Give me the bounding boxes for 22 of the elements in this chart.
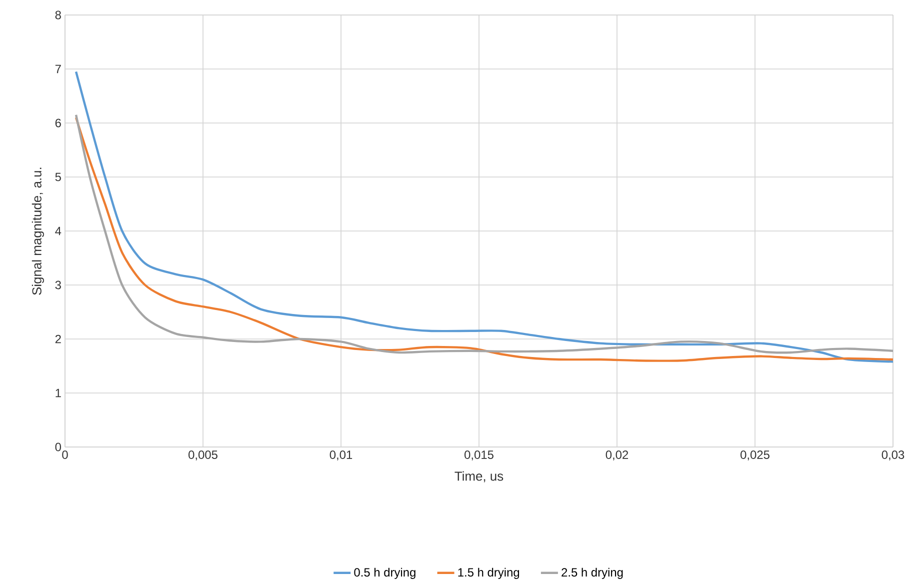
x-tick-label: 0,015 [464, 450, 494, 460]
y-tick-label: 3 [55, 280, 61, 290]
x-tick-label: 0,01 [330, 450, 352, 460]
legend-label: 1.5 h drying [458, 568, 520, 579]
x-tick-label: 0 [62, 450, 68, 459]
x-axis-title: Time, us [454, 471, 504, 482]
y-tick-label: 0 [55, 442, 62, 452]
y-tick-label: 6 [55, 118, 61, 128]
y-tick-label: 7 [55, 64, 61, 74]
x-tick-label: 0,005 [188, 450, 218, 460]
y-axis-title: Signal magnitude, a.u. [32, 168, 44, 295]
y-tick-label: 2 [55, 334, 61, 344]
y-tick-label: 8 [55, 10, 61, 20]
y-tick-label: 1 [56, 388, 61, 398]
legend-label: 2.5 h drying [562, 568, 623, 579]
x-tick-label: 0,02 [606, 450, 628, 460]
y-tick-label: 4 [55, 226, 62, 236]
legend-label: 0.5 h drying [354, 568, 416, 579]
x-tick-label: 0,03 [882, 450, 904, 460]
y-tick-label: 5 [55, 172, 61, 182]
line-series [74, 70, 894, 363]
x-tick-label: 0,025 [740, 450, 770, 460]
